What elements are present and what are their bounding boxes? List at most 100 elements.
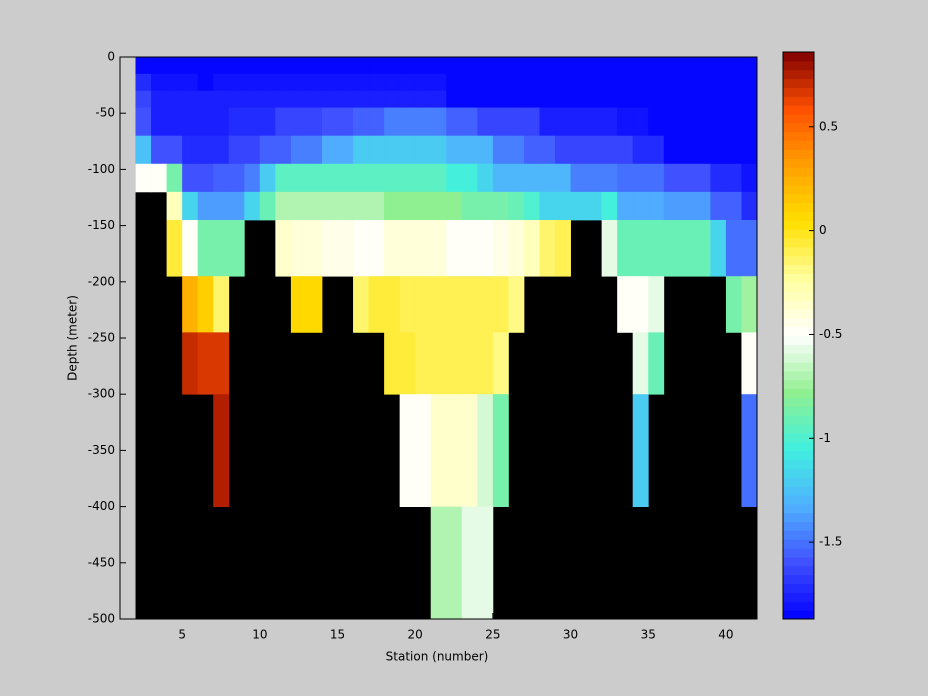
heat-cell <box>523 90 540 108</box>
x-tick-label: 40 <box>718 628 733 642</box>
heat-cell <box>710 191 727 221</box>
heat-cell <box>725 135 742 165</box>
heat-cell <box>710 135 727 165</box>
heat-cell <box>492 107 509 137</box>
heat-cell <box>275 73 292 92</box>
heat-cell <box>446 107 463 137</box>
heat-cell <box>430 135 447 165</box>
heat-cell <box>694 191 711 221</box>
heat-cell <box>539 107 556 137</box>
heat-cell <box>461 276 478 333</box>
colorbar-level <box>783 503 814 514</box>
heat-cell <box>741 107 758 137</box>
colorbar-box <box>782 51 815 620</box>
heat-cell <box>415 332 432 395</box>
heat-cell <box>182 57 199 75</box>
heat-cell <box>399 276 416 333</box>
heat-cell <box>663 107 680 137</box>
colorbar-tick-label: -0.5 <box>819 327 842 341</box>
heat-cell <box>353 219 369 277</box>
heat-cell <box>492 135 509 165</box>
heat-cell <box>353 276 369 333</box>
x-tick-label: 20 <box>408 628 423 642</box>
colorbar-level <box>783 512 814 523</box>
heat-cell <box>508 107 525 137</box>
heat-cell <box>290 57 307 75</box>
heat-cell <box>632 276 649 333</box>
heat-cell <box>415 107 432 137</box>
heat-cell <box>492 219 509 277</box>
heat-cell <box>461 191 478 221</box>
heat-cell <box>741 394 758 507</box>
heat-cell <box>259 57 276 75</box>
heat-cell <box>523 135 540 165</box>
heat-cell <box>679 135 696 165</box>
heat-cell <box>399 73 416 92</box>
heat-cell <box>337 135 354 165</box>
heat-cell <box>508 90 525 108</box>
heat-cell <box>228 73 245 92</box>
heat-cell <box>461 219 478 277</box>
heat-cell <box>166 135 183 165</box>
heat-cell <box>663 135 680 165</box>
colorbar-level <box>783 388 814 399</box>
colorbar-level <box>783 379 814 390</box>
heat-cell <box>384 107 401 137</box>
heat-cell <box>523 163 540 193</box>
heat-cell <box>617 73 634 92</box>
heat-cell <box>477 506 494 620</box>
heat-cell <box>492 163 509 193</box>
heat-cell <box>492 191 509 221</box>
heat-cell <box>477 73 494 92</box>
x-tick-label: 35 <box>641 628 656 642</box>
colorbar-level <box>783 211 814 221</box>
heat-cell <box>632 57 649 75</box>
x-tick-label: 25 <box>485 628 500 642</box>
colorbar-level <box>783 122 814 133</box>
heat-cell <box>741 73 758 92</box>
heat-cell <box>492 394 509 507</box>
heat-cell <box>337 163 354 193</box>
heat-cell <box>337 57 354 75</box>
heat-cell <box>492 57 509 75</box>
colorbar-level <box>783 362 814 372</box>
heat-cell <box>182 191 199 221</box>
heat-cell <box>290 135 307 165</box>
heat-cell <box>197 90 214 108</box>
heat-cell <box>166 57 183 75</box>
heat-cell <box>694 135 711 165</box>
heat-cell <box>182 276 199 333</box>
heat-cell <box>166 219 183 277</box>
heat-cell <box>368 73 385 92</box>
heat-cell <box>415 191 432 221</box>
heat-cell <box>523 57 540 75</box>
heat-cell <box>353 135 369 165</box>
heat-cell <box>197 107 214 137</box>
heat-cell <box>446 506 463 620</box>
colorbar-level <box>783 565 814 576</box>
colorbar-level <box>783 140 814 150</box>
heat-cell <box>384 219 401 277</box>
heat-cell <box>197 332 214 395</box>
heat-cell <box>539 57 556 75</box>
colorbar-level <box>783 149 814 159</box>
heat-cell <box>384 191 401 221</box>
heat-cell <box>182 135 199 165</box>
heat-cell <box>290 191 307 221</box>
colorbar-level <box>783 432 814 443</box>
heat-cell <box>461 90 478 108</box>
heat-cell <box>228 107 245 137</box>
colorbar-level <box>783 308 814 319</box>
heat-cell <box>275 163 292 193</box>
heat-cell <box>523 107 540 137</box>
heat-cell <box>213 276 230 333</box>
heat-cell <box>648 73 665 92</box>
heat-cell <box>477 90 494 108</box>
heat-cell <box>523 73 540 92</box>
heat-cell <box>337 191 354 221</box>
heat-cell <box>663 90 680 108</box>
colorbar-level <box>783 548 814 558</box>
heat-cell <box>492 276 509 333</box>
colorbar-level <box>783 326 814 336</box>
colorbar-level <box>783 459 814 469</box>
